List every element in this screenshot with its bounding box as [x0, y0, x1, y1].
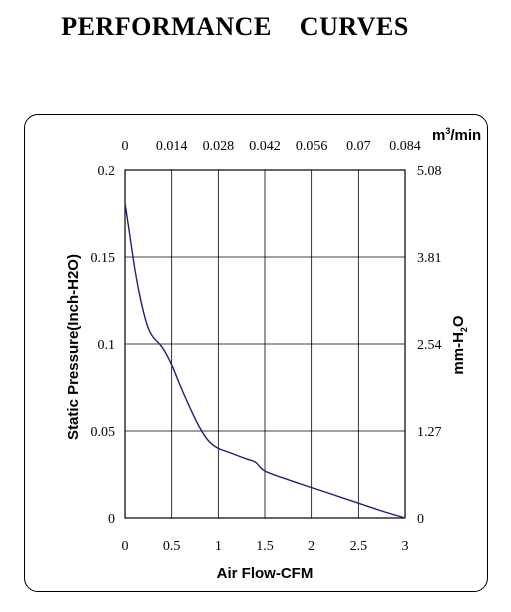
y-tick-labels: 0 0.05 0.1 0.15 0.2	[91, 164, 116, 527]
y-tick-label: 0.15	[91, 251, 116, 266]
x-tick-label: 1	[215, 539, 222, 554]
x-tick-label: 2	[308, 539, 315, 554]
y2-tick-labels: 0 1.27 2.54 3.81 5.08	[417, 164, 442, 527]
x2-tick-label: 0.07	[346, 139, 371, 154]
y2-tick-label: 3.81	[417, 251, 442, 266]
y2-tick-label: 1.27	[417, 425, 442, 440]
x2-tick-label: 0	[122, 139, 129, 154]
x-tick-label: 0.5	[163, 539, 181, 554]
y2-label-sub: 2	[459, 327, 469, 332]
series-line	[124, 202, 406, 519]
x2-label-suffix: /min	[450, 127, 481, 144]
x2-tick-label: 0.028	[203, 139, 235, 154]
x2-tick-label: 0.042	[249, 139, 281, 154]
y2-tick-label: 5.08	[417, 164, 442, 179]
y2-tick-label: 0	[417, 512, 424, 527]
y-tick-label: 0.1	[98, 338, 116, 353]
x-tick-label: 3	[402, 539, 409, 554]
x-tick-label: 0	[122, 539, 129, 554]
x-tick-labels: 0 0.5 1 1.5 2 2.5 3	[122, 539, 409, 554]
x2-tick-label: 0.014	[156, 139, 188, 154]
y2-label-suffix: O	[450, 315, 467, 327]
x2-label-prefix: m	[432, 127, 445, 144]
page-title: PERFORMANCE CURVES	[0, 12, 470, 42]
y2-label-prefix: mm-H	[450, 332, 467, 375]
grid-lines	[125, 170, 405, 518]
x2-axis-label: m3/min	[432, 126, 481, 144]
x-axis-label: Air Flow-CFM	[217, 565, 314, 582]
x2-label-sup: 3	[445, 126, 450, 136]
y-tick-label: 0	[108, 512, 115, 527]
page-title-left: PERFORMANCE	[61, 12, 272, 41]
plot-border	[124, 169, 406, 519]
chart-frame	[24, 114, 488, 592]
y-tick-label: 0.2	[98, 164, 116, 179]
x2-tick-label: 0.056	[296, 139, 328, 154]
y-tick-label: 0.05	[91, 425, 116, 440]
x-tick-label: 1.5	[256, 539, 274, 554]
x2-tick-label: 0.084	[389, 139, 421, 154]
y2-axis-label: mm-H2O	[450, 315, 469, 375]
y-axis-label: Static Pressure(Inch-H2O)	[65, 254, 82, 440]
y2-tick-label: 2.54	[417, 338, 442, 353]
x2-tick-labels: 0 0.014 0.028 0.042 0.056 0.07 0.084	[122, 139, 421, 154]
page-title-right: CURVES	[299, 12, 409, 41]
x-tick-label: 2.5	[350, 539, 368, 554]
